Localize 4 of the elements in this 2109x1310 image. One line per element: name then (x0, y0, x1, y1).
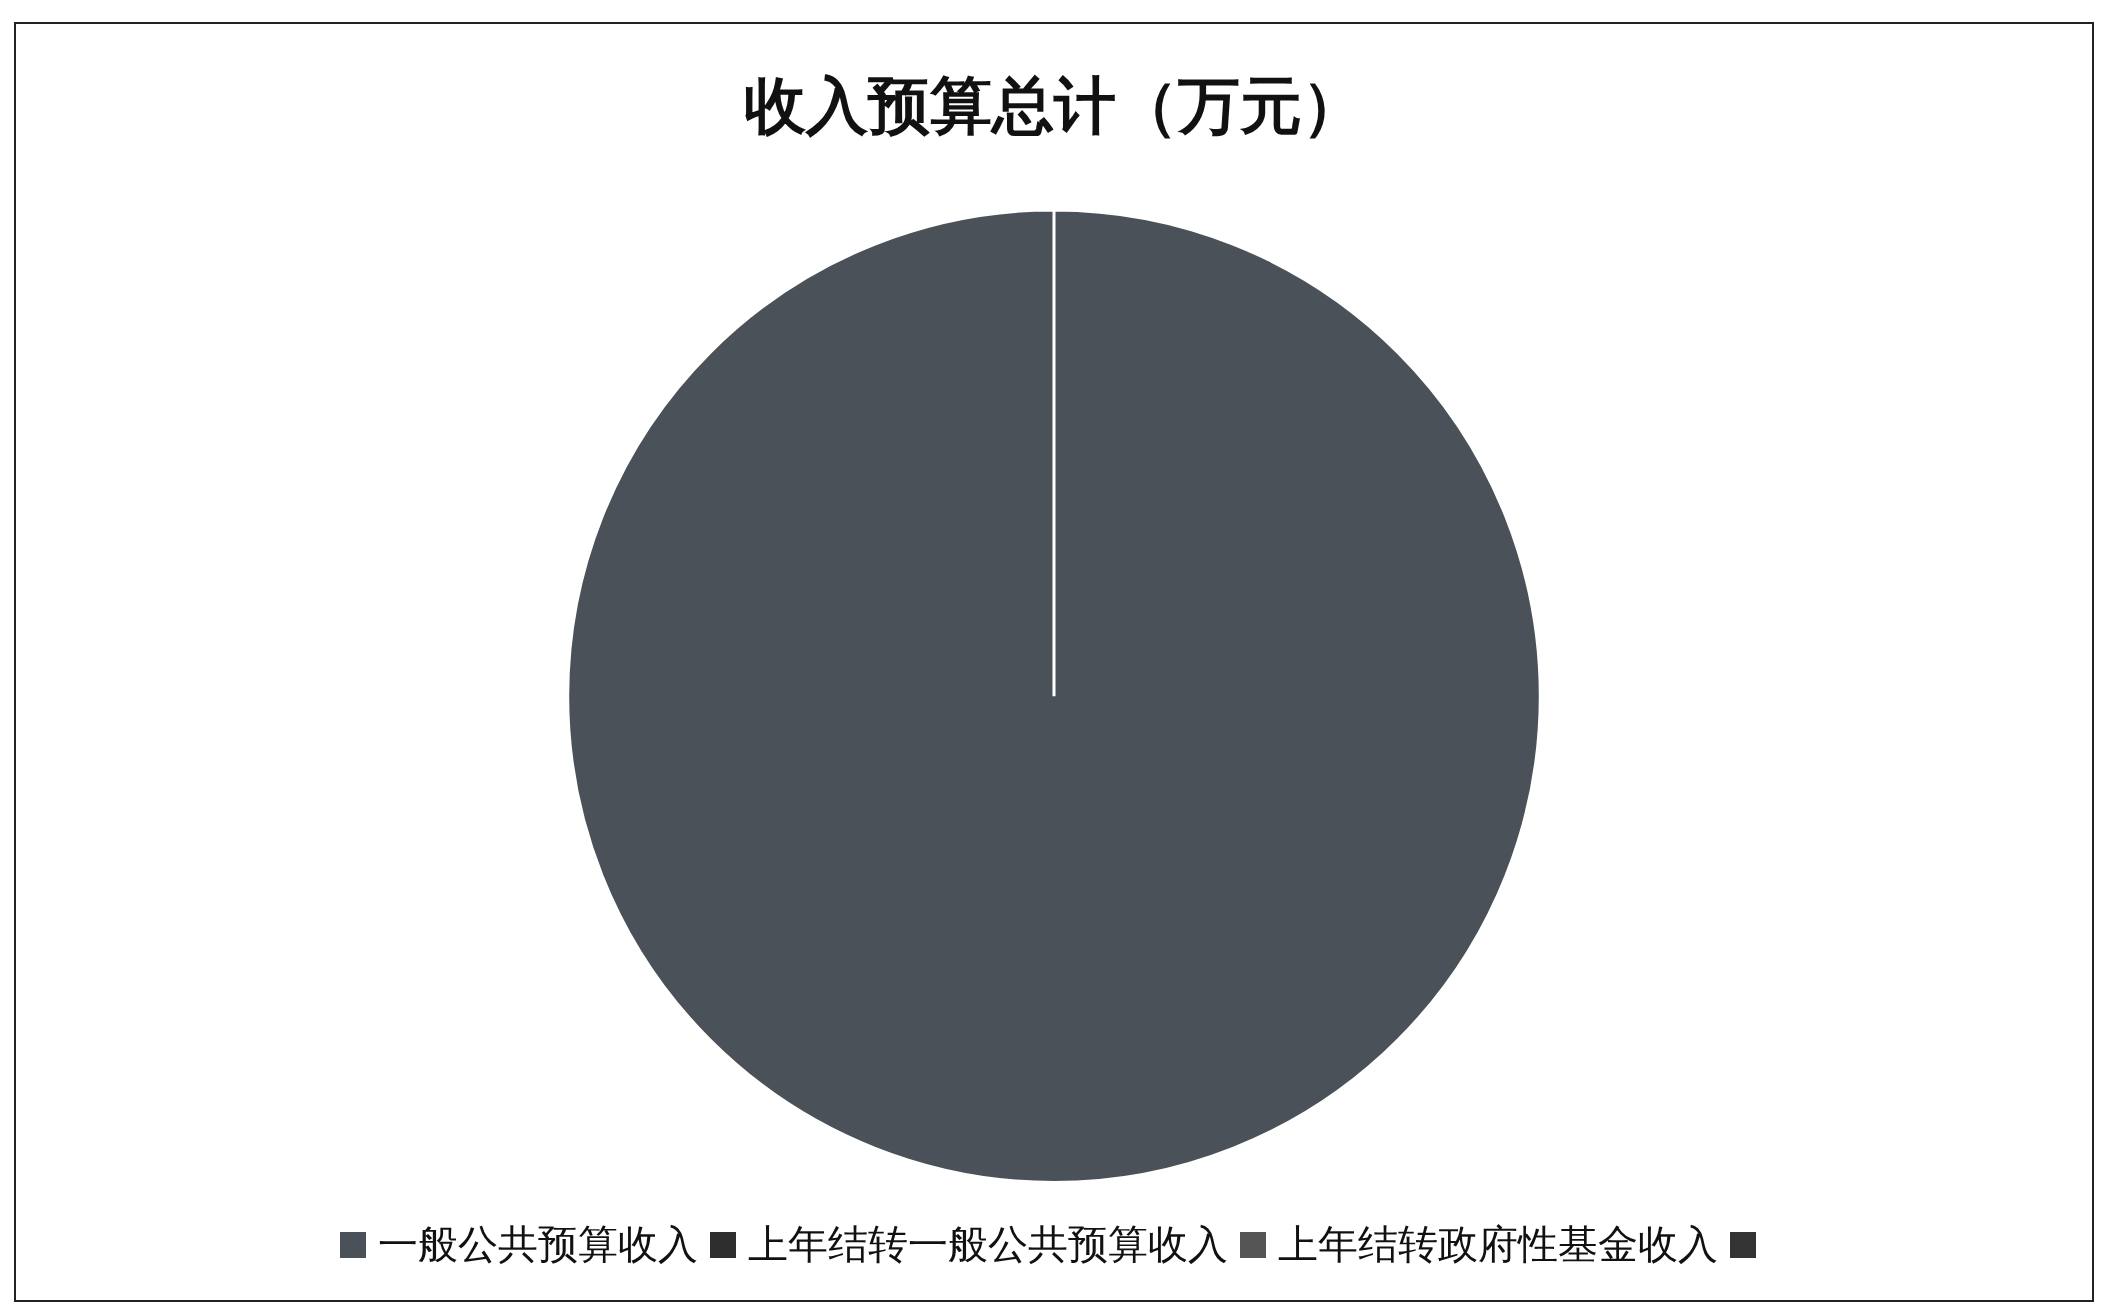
legend-label: 一般公共预算收入 (378, 1220, 698, 1269)
chart-title: 收入预算总计（万元） (744, 69, 1364, 143)
legend-label: 上年结转一般公共预算收入 (748, 1220, 1228, 1269)
legend-label: 上年结转政府性基金收入 (1278, 1220, 1718, 1269)
